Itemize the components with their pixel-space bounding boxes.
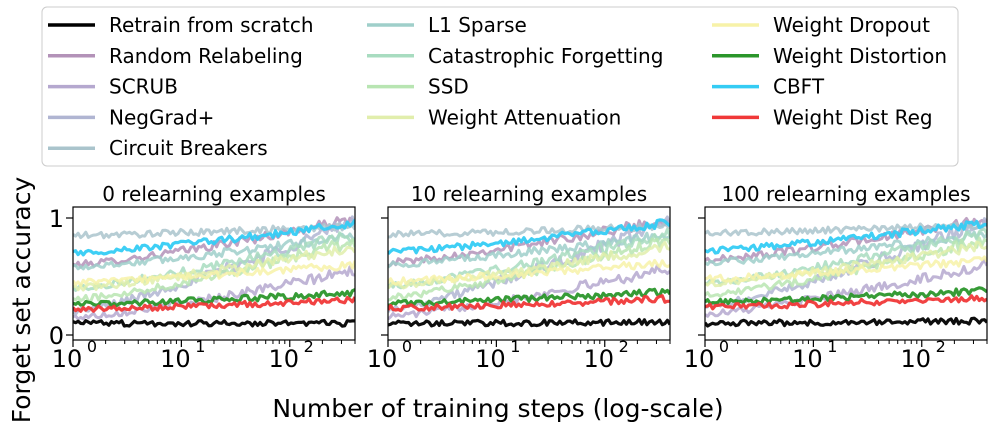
x-tick-base: 10 [684, 345, 715, 373]
y-axis-label: Forget set accuracy [7, 177, 36, 424]
x-tick-exp: 0 [402, 337, 412, 356]
legend-entry-random-relabeling: Random Relabeling [48, 44, 303, 68]
legend-entry-weight-dist-reg: Weight Dist Reg [712, 105, 933, 129]
legend-entry-ssd: SSD [367, 75, 469, 99]
x-tick-label: 10 2 [268, 337, 313, 373]
x-tick-base: 10 [160, 345, 191, 373]
series-weight-dropout [705, 255, 987, 283]
x-tick-label: 10 1 [792, 337, 837, 373]
series-retrain-from-scratch [705, 316, 987, 328]
legend-label: CBFT [773, 75, 825, 99]
legend-label: NegGrad+ [109, 105, 214, 129]
legend: Retrain from scratch Random Relabeling SCR… [41, 6, 959, 167]
series-weight-attenuation [73, 245, 355, 292]
x-tick-exp: 0 [87, 337, 97, 356]
series-weight-dropout [73, 260, 355, 287]
legend-label: Retrain from scratch [109, 13, 314, 37]
panel-title: 10 relearning examples [411, 182, 647, 206]
legend-label: Circuit Breakers [109, 136, 268, 160]
legend-label: Catastrophic Forgetting [428, 44, 663, 68]
x-tick-base: 10 [583, 345, 614, 373]
x-axis-label: Number of training steps (log-scale) [272, 394, 723, 423]
legend-entry-cbft: CBFT [712, 75, 825, 99]
y-tick-label: 0 [49, 322, 64, 350]
x-tick-base: 10 [52, 345, 83, 373]
x-tick-exp: 1 [510, 337, 520, 356]
x-tick-base: 10 [367, 345, 398, 373]
legend-label: SSD [428, 75, 469, 99]
legend-label: Weight Attenuation [428, 105, 621, 129]
x-tick-label: 10 2 [900, 337, 945, 373]
x-tick-exp: 2 [936, 337, 946, 356]
series-lines [705, 217, 987, 328]
x-tick-label: 10 0 [367, 337, 412, 373]
legend-label: Random Relabeling [109, 44, 303, 68]
x-tick-exp: 2 [619, 337, 629, 356]
series-ssd [705, 236, 987, 298]
panel-title: 0 relearning examples [102, 182, 326, 206]
series-weight-dist-reg [73, 296, 355, 313]
legend-frame [41, 6, 959, 167]
legend-label: Weight Dist Reg [773, 105, 933, 129]
x-tick-exp: 1 [827, 337, 837, 356]
legend-entry-catastrophic-forgetting: Catastrophic Forgetting [367, 44, 663, 68]
series-cbft [73, 219, 355, 257]
legend-entry-weight-dropout: Weight Dropout [712, 13, 930, 37]
x-tick-label: 10 2 [583, 337, 628, 373]
series-ssd [388, 237, 670, 302]
series-lines [388, 215, 670, 328]
series-retrain-from-scratch [73, 318, 355, 328]
series-cbft [388, 218, 670, 255]
series-retrain-from-scratch [388, 317, 670, 328]
series-weight-dist-reg [388, 294, 670, 313]
x-tick-exp: 1 [195, 337, 205, 356]
legend-entry-weight-attenuation: Weight Attenuation [367, 105, 621, 129]
series-scrub [705, 258, 987, 318]
legend-label: SCRUB [109, 75, 178, 99]
y-tick-label: 1 [49, 205, 64, 233]
x-tick-base: 10 [900, 345, 931, 373]
x-tick-exp: 2 [304, 337, 314, 356]
series-weight-distortion [705, 286, 987, 306]
legend-entry-scrub: SCRUB [48, 75, 178, 99]
legend-label: Weight Dropout [773, 13, 930, 37]
x-tick-base: 10 [268, 345, 299, 373]
series-weight-attenuation [705, 240, 987, 288]
series-l1-sparse [705, 229, 987, 267]
legend-entry-circuit-breakers: Circuit Breakers [48, 136, 268, 160]
series-weight-distortion [73, 288, 355, 308]
series-weight-dropout [388, 258, 670, 286]
x-tick-label: 10 0 [684, 337, 729, 373]
legend-entry-weight-distortion: Weight Distortion [712, 44, 947, 68]
legend-entry-retrain-from-scratch: Retrain from scratch [48, 13, 314, 37]
legend-entry-neggrad: NegGrad+ [48, 105, 214, 129]
series-cbft [705, 219, 987, 255]
series-weight-dist-reg [705, 294, 987, 311]
legend-entry-l1-sparse: L1 Sparse [367, 13, 527, 37]
x-tick-base: 10 [792, 345, 823, 373]
panel-title: 100 relearning examples [721, 182, 970, 206]
x-tick-base: 10 [475, 345, 506, 373]
x-tick-label: 10 1 [475, 337, 520, 373]
series-l1-sparse [73, 232, 355, 271]
legend-label: Weight Distortion [773, 44, 947, 68]
x-tick-exp: 0 [719, 337, 729, 356]
series-weight-distortion [388, 287, 670, 307]
legend-label: L1 Sparse [428, 13, 527, 37]
x-tick-label: 10 1 [160, 337, 205, 373]
series-lines [73, 215, 355, 328]
series-l1-sparse [388, 231, 670, 269]
x-tick-label: 10 0 [52, 337, 97, 373]
